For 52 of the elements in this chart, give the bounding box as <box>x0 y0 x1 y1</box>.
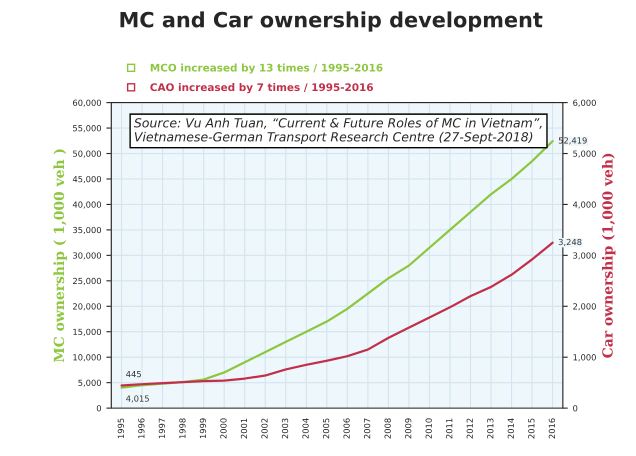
y2-tick-label: 6,000 <box>573 100 596 107</box>
x-tick-label: 2012 <box>466 418 473 438</box>
x-tick-label: 1997 <box>158 418 166 438</box>
x-tick-label: 2000 <box>220 418 227 438</box>
x-tick-label: 2006 <box>343 418 350 438</box>
x-tick-label: 2008 <box>384 418 391 438</box>
y2-tick-label: 3,000 <box>573 252 596 260</box>
x-tick-label: 2001 <box>240 418 248 438</box>
y-tick-label: 45,000 <box>72 176 102 184</box>
y-tick-label: 25,000 <box>73 278 102 285</box>
line-series <box>120 242 554 387</box>
y2-tick-label: 2,000 <box>573 303 596 310</box>
x-tick-label: 2004 <box>302 418 309 438</box>
x-tick-label: 2003 <box>282 418 288 438</box>
y-tick-label: 20,000 <box>73 303 102 310</box>
annotation: Source: Vu Anh Tuan, “Current & Future Roles of MC in Vietnam”, Vietnamese-German Transport Research Centre (27-Sept-2018) <box>134 118 542 144</box>
x-tick-label: 2005 <box>322 418 330 438</box>
y2-tick-label: 0 <box>573 405 578 412</box>
y-tick-label: 30,000 <box>73 252 102 260</box>
y-tick-label: 0 <box>96 405 102 412</box>
legend-label: CAO increased by 7 times / 1995-2016 <box>150 83 373 94</box>
y-tick-label: 15,000 <box>73 328 102 336</box>
y-tick-label: 5,000 <box>78 380 102 387</box>
x-tick-label: 2007 <box>364 418 370 438</box>
y-tick-label: 40,000 <box>72 201 102 209</box>
chart-title: MC and Car ownership development <box>120 11 542 32</box>
y2-axis-title: Car ownership (1,000 veh) <box>602 154 616 358</box>
y2-tick-label: 5,000 <box>573 150 596 158</box>
data-label: 445 <box>126 371 141 378</box>
y2-tick-label: 1,000 <box>574 354 596 362</box>
data-label: 4,015 <box>126 395 149 403</box>
x-tick-label: 1996 <box>138 418 145 438</box>
x-tick-label: 2015 <box>528 418 534 438</box>
y-axis-title: MC ownership ( 1,000 veh ) <box>53 149 67 362</box>
x-tick-label: 2010 <box>426 418 432 438</box>
x-tick-label: 1998 <box>179 418 186 438</box>
y-tick-label: 10,000 <box>73 354 102 362</box>
y2-tick-label: 4,000 <box>572 201 596 209</box>
x-tick-label: 2013 <box>487 418 494 438</box>
y-tick-label: 60,000 <box>73 100 102 107</box>
x-tick-label: 2014 <box>508 418 514 438</box>
x-tick-label: 1999 <box>200 418 206 438</box>
x-tick-label: 2002 <box>261 418 268 438</box>
x-tick-label: 2016 <box>548 418 556 438</box>
x-tick-label: 2011 <box>446 418 452 438</box>
data-label: 3,248 <box>558 238 582 246</box>
legend-label: MCO increased by 13 times / 1995-2016 <box>150 64 383 74</box>
x-tick-label: 2009 <box>405 418 412 438</box>
y-tick-label: 50,000 <box>73 150 102 158</box>
y-tick-label: 35,000 <box>73 226 102 234</box>
y-tick-label: 55,000 <box>73 125 102 132</box>
x-tick-label: 1995 <box>118 418 124 438</box>
